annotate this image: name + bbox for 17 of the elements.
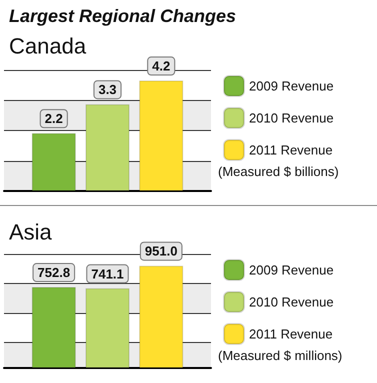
legend-label: 2010 Revenue — [249, 294, 334, 310]
data-label: 741.1 — [91, 266, 124, 282]
legend-label: 2011 Revenue — [249, 142, 333, 158]
data-label: 4.2 — [152, 58, 170, 74]
chart-title: Asia — [9, 220, 53, 244]
data-label: 752.8 — [38, 265, 70, 280]
chart-title: Largest Regional Changes — [9, 6, 236, 26]
text: (Measured $ millions) — [218, 348, 342, 363]
legend-label: 2009 Revenue — [249, 78, 334, 94]
legend-label: 2010 Revenue — [249, 110, 334, 126]
legend-label: 2011 Revenue — [249, 326, 333, 342]
chart-subtitle: Canada — [9, 34, 87, 58]
data-label: 2.2 — [44, 111, 63, 126]
text: (Measured $ billions) — [218, 164, 339, 179]
data-label: 3.3 — [98, 82, 117, 98]
legend-label: 2009 Revenue — [249, 262, 334, 278]
data-label: 951.0 — [144, 244, 178, 259]
